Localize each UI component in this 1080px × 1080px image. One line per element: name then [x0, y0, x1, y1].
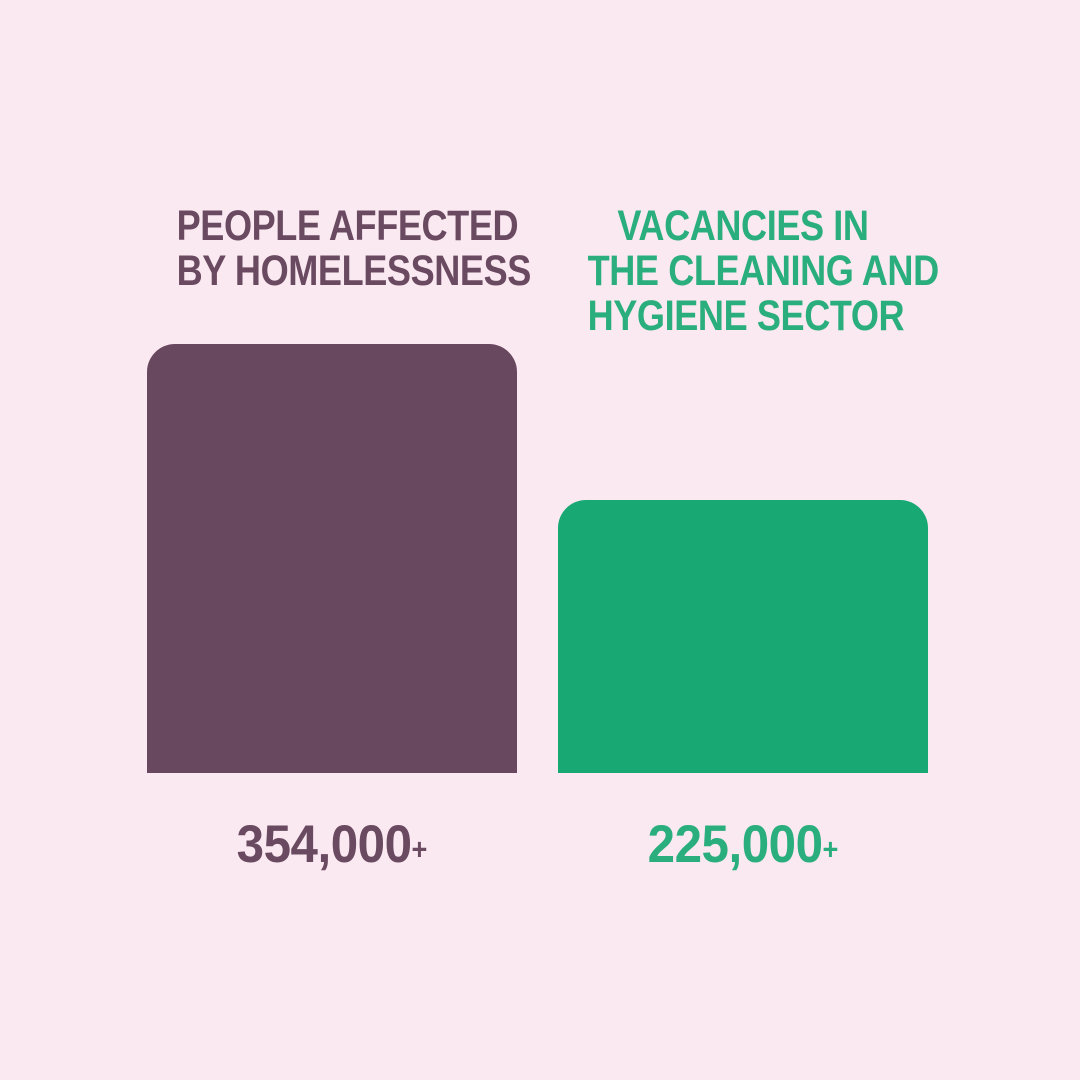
- bar-value-homelessness-number: 354,000: [236, 815, 412, 874]
- bar-value-cleaning-vacancies-number: 225,000: [647, 815, 823, 874]
- bar-value-cleaning-vacancies: 225,000+: [571, 816, 915, 880]
- bar-label-cleaning-vacancies-line-1: VACANCIES IN: [617, 202, 869, 250]
- bar-label-homelessness-line-1: PEOPLE AFFECTED: [176, 202, 519, 250]
- bar-value-homelessness: 354,000+: [160, 816, 504, 880]
- bar-label-cleaning-vacancies-line-3: HYGIENE SECTOR: [587, 292, 905, 340]
- bar-area-homelessness: [147, 344, 517, 773]
- bar-label-homelessness: PEOPLE AFFECTED BY HOMELESSNESS: [177, 204, 532, 294]
- bar-area-cleaning-vacancies: [558, 344, 928, 773]
- bar-label-cleaning-vacancies: VACANCIES IN THE CLEANING AND HYGIENE SE…: [588, 202, 940, 339]
- bar-homelessness: [147, 344, 517, 773]
- bar-label-cleaning-vacancies-line-2: THE CLEANING AND: [587, 247, 940, 295]
- bar-cleaning-vacancies: [558, 500, 928, 773]
- bar-value-homelessness-plus: +: [411, 834, 428, 867]
- bar-label-homelessness-line-2: BY HOMELESSNESS: [176, 247, 532, 295]
- bar-value-cleaning-vacancies-plus: +: [822, 834, 839, 867]
